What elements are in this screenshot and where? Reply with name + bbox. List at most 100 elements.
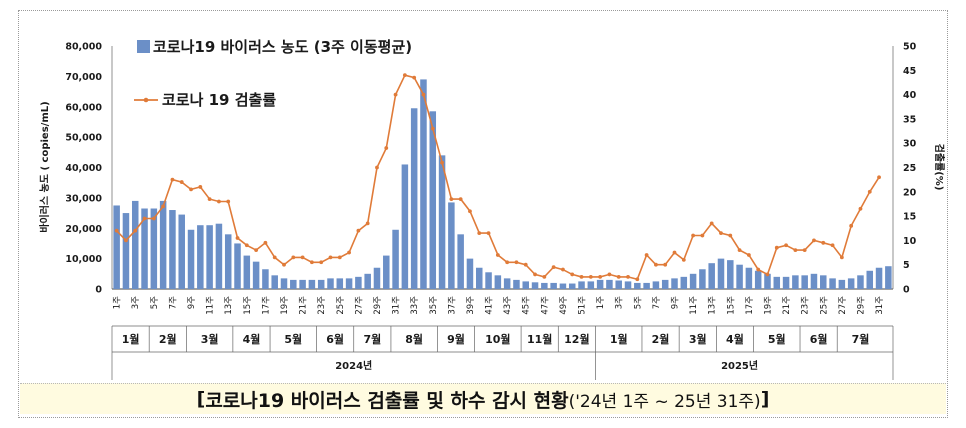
bar (494, 275, 502, 289)
rate-point (812, 238, 816, 243)
y-tick-label-right: 15 (903, 212, 916, 223)
rate-point (588, 274, 593, 279)
bar (131, 200, 139, 289)
rate-point (272, 255, 277, 260)
rate-point (523, 262, 528, 267)
bar (745, 267, 753, 289)
bar (290, 279, 297, 289)
bar (606, 279, 613, 289)
rate-point (495, 253, 500, 257)
month-label: 3월 (689, 332, 707, 346)
y-tick-label-right: 35 (903, 114, 916, 125)
x-week-label: 15주 (726, 296, 736, 315)
rate-point (672, 250, 677, 255)
bar (513, 279, 520, 289)
x-week-label: 11주 (206, 296, 216, 315)
rate-point (849, 223, 854, 228)
bar (308, 279, 316, 289)
rate-point (579, 274, 584, 279)
bar (187, 229, 195, 289)
x-week-label: 23주 (801, 296, 811, 315)
month-label: 4월 (726, 332, 744, 346)
rate-point (114, 228, 119, 233)
x-week-label: 45주 (522, 296, 532, 315)
x-week-label: 9주 (671, 296, 681, 309)
y-tick-label-left: 30,000 (65, 193, 102, 204)
bar (792, 275, 799, 289)
bar (857, 275, 864, 289)
bar (689, 273, 697, 289)
bar (559, 283, 567, 289)
rate-point (867, 189, 872, 194)
x-week-label: 25주 (336, 296, 346, 315)
rate-point (635, 277, 640, 282)
rate-point (179, 180, 184, 184)
rate-point (709, 221, 714, 226)
y-axis-left-label: 바이러스 농도 ( copies/mL) (38, 101, 51, 232)
axes: 0 10,000 20,000 30,000 40,000 50,000 60,000 70,… (65, 42, 916, 296)
rate-point (384, 146, 389, 150)
month-label: 1월 (610, 332, 628, 346)
month-label: 9월 (447, 332, 465, 346)
bar (820, 275, 827, 289)
x-week-label: 3주 (131, 296, 141, 309)
rate-point (235, 236, 240, 240)
x-week-label: 13주 (224, 296, 234, 315)
legend-label-bar: 코로나19 바이러스 농도 (3주 이동평균) (153, 38, 412, 56)
bar (215, 223, 223, 289)
rate-point (681, 257, 686, 262)
x-week-label: 3주 (615, 296, 625, 309)
rate-point (607, 272, 612, 277)
y-tick-label-right: 30 (903, 139, 917, 150)
y-tick-label-right: 0 (903, 285, 910, 296)
rate-point (309, 260, 314, 265)
x-week-label: 21주 (299, 296, 309, 315)
rate-point (468, 209, 472, 214)
month-label: 1월 (122, 332, 140, 346)
rate-point (802, 248, 807, 253)
bar (364, 273, 371, 289)
x-week-label: 17주 (261, 296, 271, 315)
bar (224, 234, 232, 289)
bar (197, 225, 204, 289)
rate-point (486, 231, 491, 236)
bar (680, 276, 688, 289)
bar (838, 279, 846, 289)
y-tick-label-left: 20,000 (65, 224, 102, 235)
rate-point (542, 274, 547, 279)
y-tick-label-right: 25 (903, 163, 916, 174)
x-week-label: 1주 (596, 296, 606, 309)
rate-point (393, 92, 398, 97)
bar (568, 283, 576, 289)
month-label: 11월 (527, 332, 552, 346)
bar (401, 164, 409, 289)
x-week-label: 47주 (540, 296, 550, 315)
x-week-label: 41주 (485, 296, 495, 315)
bar (392, 229, 399, 289)
month-label: 5월 (284, 332, 302, 346)
y-tick-label-right: 45 (903, 66, 916, 77)
bar (457, 234, 464, 289)
rate-point (189, 187, 193, 192)
x-week-label: 37주 (447, 296, 457, 315)
rate-point (365, 221, 370, 226)
rate-point (133, 228, 138, 233)
rate-point (551, 265, 556, 270)
bar (299, 279, 306, 289)
bar (252, 261, 260, 289)
rate-point (319, 260, 324, 265)
rate-point (877, 175, 881, 180)
legend-swatch-marker (143, 97, 149, 103)
rate-point (793, 248, 798, 253)
x-week-label: 9주 (187, 296, 197, 309)
bar (801, 275, 808, 289)
x-week-label: 13주 (708, 296, 718, 315)
month-label: 2월 (652, 332, 670, 346)
bar (550, 282, 557, 289)
bar (866, 270, 874, 289)
chart-caption: [ 코로나19 바이러스 검출률 및 하수 감시 현황 ('24년 1주 ~ 2… (20, 383, 946, 414)
rate-point (533, 272, 537, 277)
year-label: 2024년 (335, 359, 372, 372)
month-label: 4월 (243, 332, 261, 346)
y-tick-label-left: 0 (95, 285, 102, 296)
